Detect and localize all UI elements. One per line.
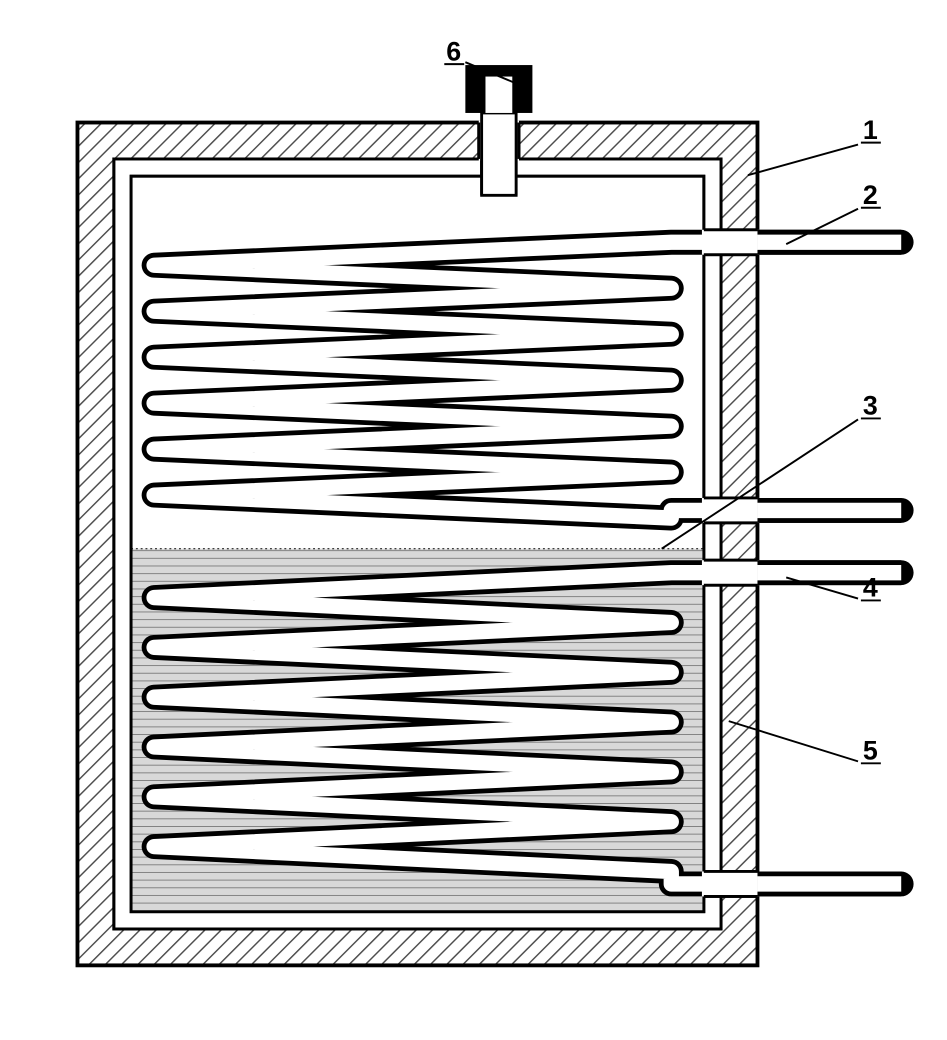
- upper-coil: [154, 242, 901, 518]
- heat-exchanger-diagram: 6 1 2 3 4 5: [20, 20, 927, 1020]
- label-4: 4: [863, 573, 878, 603]
- label-1: 1: [863, 115, 878, 145]
- leader-1: [748, 145, 858, 176]
- label-3: 3: [863, 391, 878, 421]
- leader-3: [662, 419, 858, 548]
- label-2: 2: [863, 180, 878, 210]
- label-5: 5: [863, 735, 878, 765]
- label-6: 6: [446, 36, 461, 66]
- valve-stem: [482, 113, 516, 195]
